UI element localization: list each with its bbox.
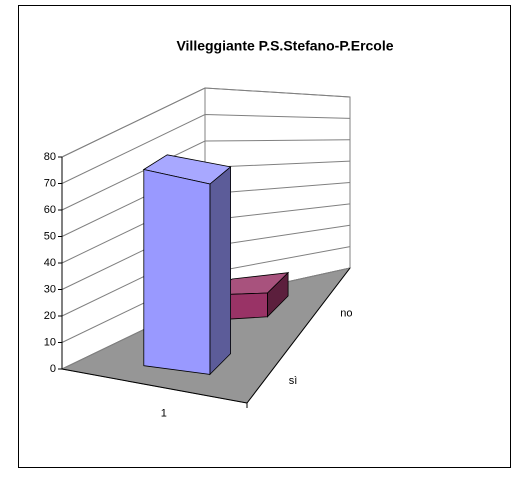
depth-tick-label: sì — [289, 375, 298, 387]
bar — [142, 154, 232, 376]
y-tick-label: 60 — [44, 204, 56, 216]
depth-axis — [246, 267, 351, 404]
chart-title: Villeggiante P.S.Stefano-P.Ercole — [176, 38, 393, 54]
grid-line — [61, 139, 351, 211]
grid-line — [61, 87, 351, 158]
y-tick-label: 0 — [50, 363, 56, 375]
depth-tick-label: no — [340, 308, 352, 320]
x-tick-label: 1 — [161, 408, 167, 420]
x-axis — [61, 368, 248, 404]
bar-front — [143, 169, 211, 375]
y-tick-label: 20 — [44, 310, 56, 322]
y-tick-label: 70 — [44, 177, 56, 189]
bar-side — [209, 165, 232, 376]
y-tick-label: 30 — [44, 283, 56, 295]
y-tick-label: 10 — [44, 336, 56, 348]
y-tick-label: 50 — [44, 230, 56, 242]
y-tick-label: 80 — [44, 151, 56, 163]
grid-line — [61, 113, 351, 184]
y-tick-label: 40 — [44, 257, 56, 269]
